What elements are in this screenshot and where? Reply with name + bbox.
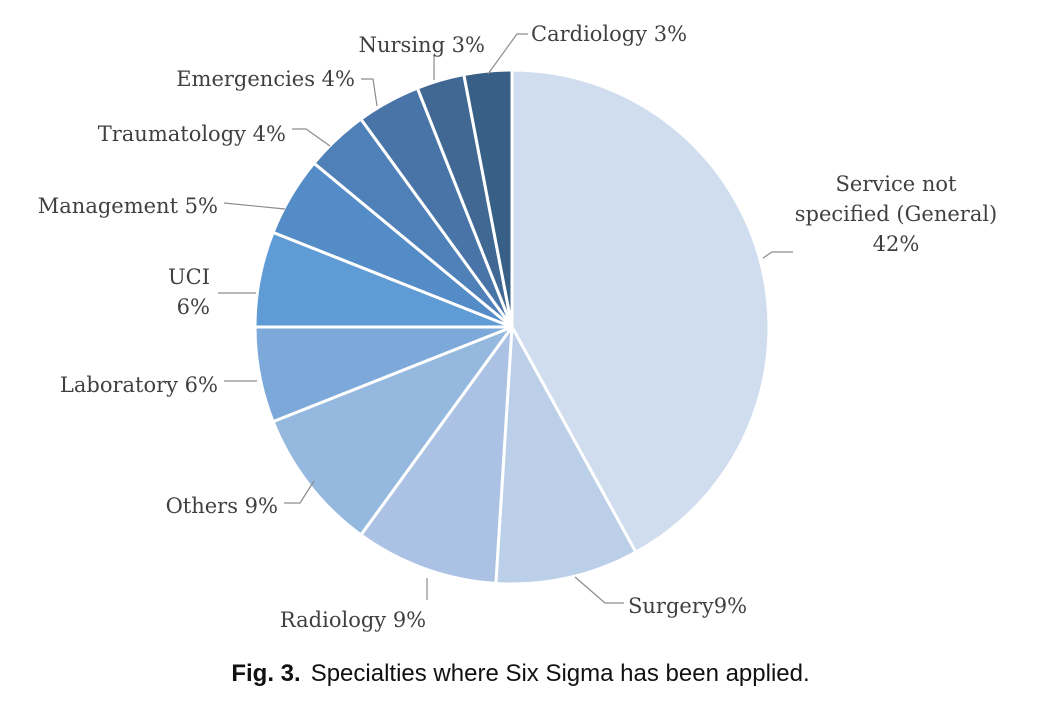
slice-label: Management 5% xyxy=(38,194,218,218)
slice-label-line: Traumatology 4% xyxy=(98,122,286,146)
slice-label-line: Cardiology 3% xyxy=(531,22,687,46)
slice-label-line: Radiology 9% xyxy=(280,608,426,632)
slice-label: Service not specified (General) 42% xyxy=(795,172,998,256)
slice-label: Traumatology 4% xyxy=(98,122,286,146)
leader-line xyxy=(574,576,624,604)
pie-slice-surgery xyxy=(494,325,638,586)
pie-slice-radiology xyxy=(359,325,514,585)
slice-label-line: Surgery9% xyxy=(628,594,747,618)
slice-label: Radiology 9% xyxy=(280,608,426,632)
figure-caption: Fig. 3. Specialties where Six Sigma has b… xyxy=(0,660,1041,688)
leader-line xyxy=(361,78,378,107)
slice-labels: Service not specified (General) 42% Surgery… xyxy=(38,22,997,632)
slice-label: Cardiology 3% xyxy=(531,22,687,46)
leader-line xyxy=(223,202,286,210)
slice-label-line: specified (General) xyxy=(795,202,998,226)
caption-figure-number: Fig. 3. xyxy=(231,660,301,687)
leader-line xyxy=(284,480,315,504)
slice-label-line: Others 9% xyxy=(166,494,278,518)
leader-line xyxy=(292,128,331,147)
slice-label: UCI 6% xyxy=(168,265,210,319)
caption-text: Specialties where Six Sigma has been app… xyxy=(310,660,810,687)
slice-label-line: Nursing 3% xyxy=(359,33,485,57)
leader-line xyxy=(762,251,793,259)
slice-label-line: Emergencies 4% xyxy=(176,67,355,91)
pie-slices xyxy=(253,68,771,586)
leader-lines xyxy=(218,33,793,604)
slice-label-line: Management 5% xyxy=(38,194,218,218)
leader-line xyxy=(487,33,528,75)
slice-label-line: UCI xyxy=(168,265,210,289)
pie-slice-service-not-specified-general xyxy=(510,68,771,554)
pie-slice-cardiology xyxy=(462,68,514,329)
slice-label: Laboratory 6% xyxy=(60,373,218,397)
slice-label-line: Service not xyxy=(836,172,957,196)
slice-label: Emergencies 4% xyxy=(176,67,355,91)
pie-slice-others xyxy=(271,325,514,537)
slice-label-line: Laboratory 6% xyxy=(60,373,218,397)
slice-label-line: 6% xyxy=(177,295,210,319)
slice-label: Nursing 3% xyxy=(359,33,485,57)
slice-label: Others 9% xyxy=(166,494,278,518)
slice-label-line: 42% xyxy=(873,232,920,256)
slice-label: Surgery9% xyxy=(628,594,747,618)
